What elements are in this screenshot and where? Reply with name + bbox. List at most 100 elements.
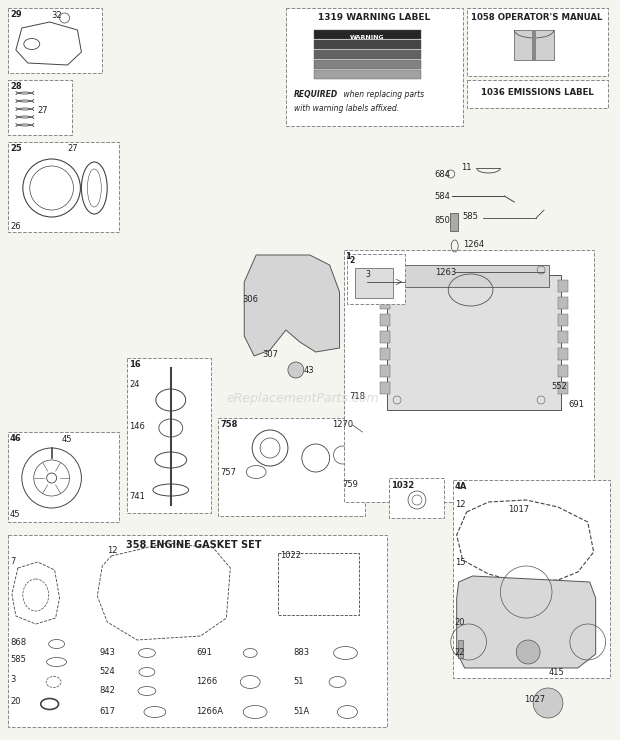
Text: 12: 12 xyxy=(454,500,465,509)
Text: 29: 29 xyxy=(10,10,22,19)
Text: 12: 12 xyxy=(107,546,118,555)
Text: 1036 EMISSIONS LABEL: 1036 EMISSIONS LABEL xyxy=(480,88,593,97)
Text: 552: 552 xyxy=(551,382,567,391)
Bar xyxy=(392,265,549,287)
Text: 617: 617 xyxy=(99,707,115,716)
Bar xyxy=(314,50,421,59)
Bar xyxy=(286,8,463,126)
Text: 25: 25 xyxy=(10,144,22,153)
Circle shape xyxy=(288,362,304,378)
Text: 850: 850 xyxy=(435,216,451,225)
Bar xyxy=(8,432,119,522)
Text: WARNING: WARNING xyxy=(350,35,384,40)
Bar xyxy=(314,30,421,39)
Bar xyxy=(467,8,608,76)
Text: 1270: 1270 xyxy=(332,420,354,429)
Text: 16: 16 xyxy=(129,360,141,369)
Bar xyxy=(380,331,390,343)
Bar xyxy=(347,254,405,304)
Text: 27: 27 xyxy=(38,106,48,115)
Text: with warning labels affixed.: with warning labels affixed. xyxy=(294,104,399,113)
Text: 4A: 4A xyxy=(454,482,467,491)
Bar xyxy=(380,280,390,292)
Text: 7: 7 xyxy=(10,557,16,566)
Bar xyxy=(380,382,390,394)
Bar xyxy=(453,480,609,678)
Text: 1266: 1266 xyxy=(197,677,218,686)
Bar xyxy=(558,348,568,360)
Text: 45: 45 xyxy=(61,435,72,444)
Text: 20: 20 xyxy=(10,697,20,706)
Text: 1027: 1027 xyxy=(524,695,546,704)
Text: 28: 28 xyxy=(10,82,22,91)
Text: 51A: 51A xyxy=(293,707,309,716)
Bar xyxy=(8,535,388,727)
Text: 1: 1 xyxy=(345,252,352,261)
Text: 757: 757 xyxy=(220,468,236,477)
Bar xyxy=(8,8,102,73)
Bar xyxy=(467,80,608,108)
Text: 20: 20 xyxy=(454,618,465,627)
Text: eReplacementParts.com: eReplacementParts.com xyxy=(226,391,379,405)
Text: 1264: 1264 xyxy=(463,240,484,249)
Text: 1263: 1263 xyxy=(435,268,456,277)
Text: 3: 3 xyxy=(10,675,16,684)
Bar xyxy=(343,250,594,502)
Text: 758: 758 xyxy=(220,420,238,429)
Text: 684: 684 xyxy=(435,170,451,179)
Text: 524: 524 xyxy=(99,667,115,676)
Polygon shape xyxy=(244,255,340,356)
Text: 691: 691 xyxy=(568,400,584,409)
Bar xyxy=(558,365,568,377)
Bar xyxy=(355,268,393,298)
Text: 358 ENGINE GASKET SET: 358 ENGINE GASKET SET xyxy=(126,540,262,550)
Bar xyxy=(380,297,390,309)
Bar xyxy=(314,70,421,79)
Text: when replacing parts: when replacing parts xyxy=(340,90,423,99)
Bar xyxy=(8,80,73,135)
Polygon shape xyxy=(457,576,596,668)
Bar xyxy=(450,213,458,231)
Text: 1022: 1022 xyxy=(280,551,301,560)
Bar xyxy=(558,297,568,309)
Text: 1266A: 1266A xyxy=(197,707,224,716)
Text: 1032: 1032 xyxy=(391,481,414,490)
Text: 15: 15 xyxy=(454,558,465,567)
Text: 1017: 1017 xyxy=(508,505,529,514)
Text: 759: 759 xyxy=(342,480,358,489)
Text: 1319 WARNING LABEL: 1319 WARNING LABEL xyxy=(318,13,430,22)
Bar xyxy=(314,60,421,69)
Bar xyxy=(558,314,568,326)
Bar xyxy=(532,30,536,60)
Text: 22: 22 xyxy=(454,648,465,657)
Text: 46: 46 xyxy=(10,434,22,443)
Bar xyxy=(218,418,365,516)
Bar xyxy=(314,40,421,49)
Text: 691: 691 xyxy=(197,648,213,657)
Text: 51: 51 xyxy=(293,677,303,686)
Text: 883: 883 xyxy=(293,648,309,657)
Bar xyxy=(388,275,561,410)
Bar xyxy=(127,358,211,513)
Text: 718: 718 xyxy=(350,392,365,401)
Text: 1058 OPERATOR'S MANUAL: 1058 OPERATOR'S MANUAL xyxy=(471,13,603,22)
Text: 27: 27 xyxy=(68,144,78,153)
Text: 11: 11 xyxy=(461,163,471,172)
Bar xyxy=(514,30,554,60)
Text: 943: 943 xyxy=(99,648,115,657)
Bar xyxy=(558,382,568,394)
Text: REQUIRED: REQUIRED xyxy=(294,90,338,99)
Bar xyxy=(458,640,463,658)
Circle shape xyxy=(533,688,563,718)
Bar xyxy=(278,553,360,615)
Text: 415: 415 xyxy=(549,668,565,677)
Text: 32: 32 xyxy=(51,11,62,20)
Text: 585: 585 xyxy=(463,212,479,221)
Text: 24: 24 xyxy=(129,380,140,389)
Text: 306: 306 xyxy=(242,295,259,304)
Bar xyxy=(389,478,444,518)
Text: 146: 146 xyxy=(129,422,145,431)
Bar xyxy=(380,314,390,326)
Text: 2: 2 xyxy=(350,256,355,265)
Bar xyxy=(380,348,390,360)
